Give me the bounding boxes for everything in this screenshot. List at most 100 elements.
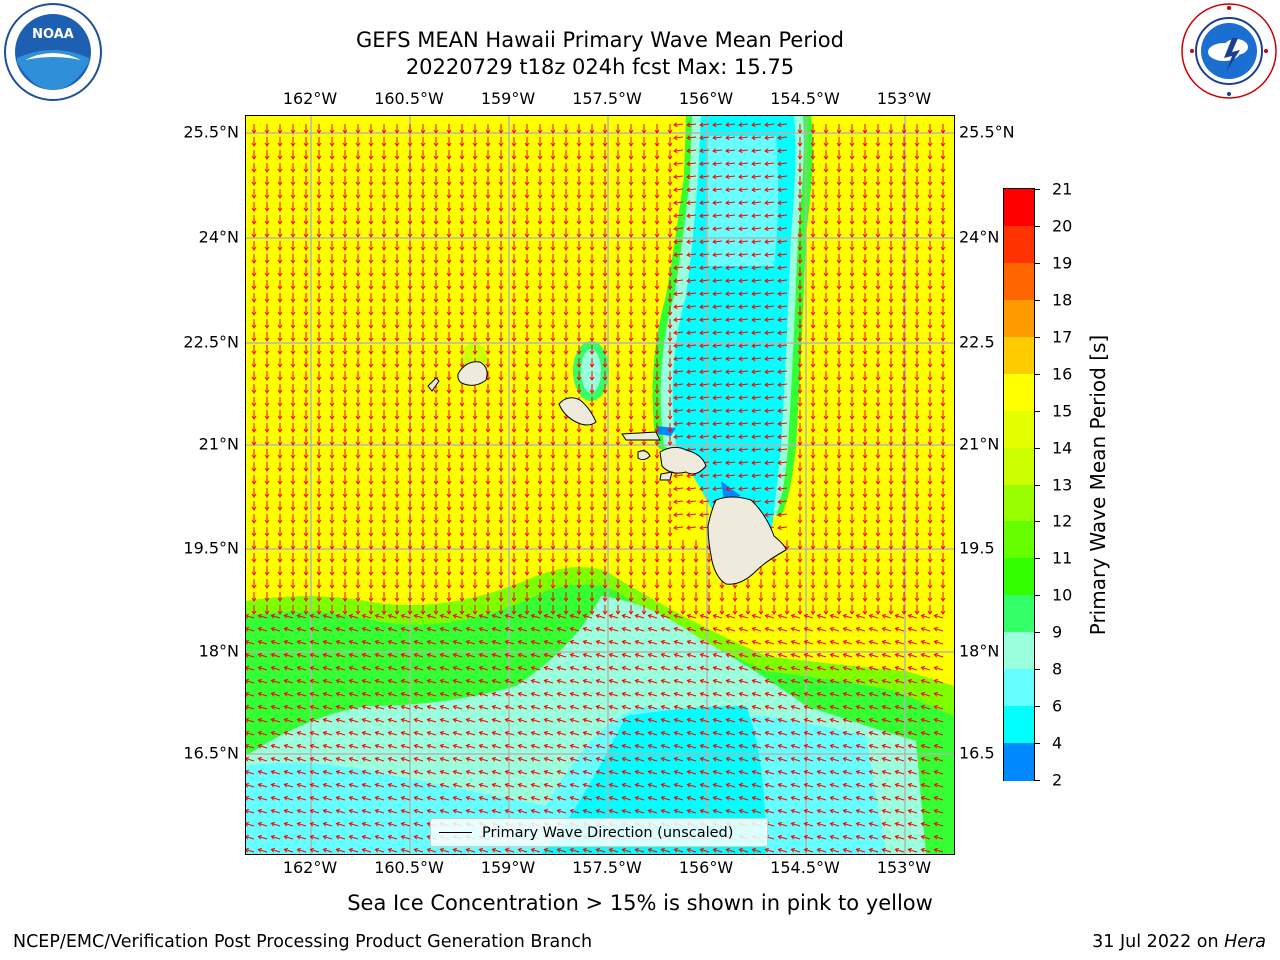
wave-direction-arrow	[246, 756, 255, 762]
wave-direction-arrow	[888, 449, 894, 459]
wave-direction-arrow	[569, 847, 580, 853]
wave-direction-arrow	[797, 449, 803, 459]
wave-direction-arrow	[394, 501, 400, 511]
wave-direction-arrow	[322, 808, 333, 814]
wave-direction-arrow	[940, 540, 946, 550]
wave-direction-arrow	[374, 821, 385, 827]
wave-direction-arrow	[654, 306, 660, 316]
wave-direction-arrow	[901, 410, 907, 420]
wave-direction-arrow	[654, 176, 660, 186]
wave-direction-arrow	[927, 267, 933, 277]
wave-direction-arrow	[511, 579, 517, 589]
lat-tick-right: 22.5	[959, 332, 995, 352]
wave-direction-arrow	[654, 579, 660, 589]
wave-direction-arrow	[563, 267, 569, 277]
wave-direction-arrow	[764, 717, 775, 723]
wave-direction-arrow	[901, 137, 907, 147]
wave-direction-arrow	[504, 847, 515, 853]
wave-direction-arrow	[355, 202, 361, 212]
wave-direction-arrow	[641, 397, 647, 407]
wave-direction-arrow	[277, 150, 283, 160]
wave-direction-arrow	[582, 652, 593, 658]
wave-direction-arrow	[303, 553, 309, 563]
period-band-6-8	[541, 706, 766, 854]
wave-direction-arrow	[316, 501, 322, 511]
wave-direction-arrow	[556, 743, 567, 749]
lon-tick-bottom: 162°W	[282, 858, 338, 877]
wave-direction-arrow	[667, 488, 673, 498]
wave-direction-arrow	[602, 202, 608, 212]
wave-direction-arrow	[738, 148, 749, 154]
wave-direction-arrow	[342, 410, 348, 420]
wave-direction-arrow	[465, 756, 476, 762]
wave-direction-arrow	[615, 475, 621, 485]
wave-direction-arrow	[296, 743, 307, 749]
map-canvas	[246, 116, 954, 854]
wave-direction-arrow	[400, 808, 411, 814]
wave-direction-arrow	[894, 691, 905, 697]
wave-direction-arrow	[498, 267, 504, 277]
wave-direction-arrow	[420, 358, 426, 368]
wave-direction-arrow	[641, 553, 647, 563]
wave-direction-arrow	[842, 769, 853, 775]
wave-direction-arrow	[374, 639, 385, 645]
wave-direction-arrow	[543, 769, 554, 775]
wave-direction-arrow	[641, 514, 647, 524]
colorbar-tick-mark	[1034, 780, 1040, 781]
wave-direction-arrow	[673, 200, 684, 206]
wave-direction-arrow	[264, 254, 270, 264]
wave-direction-arrow	[413, 782, 424, 788]
wave-direction-arrow	[277, 202, 283, 212]
wave-direction-arrow	[868, 717, 879, 723]
wave-direction-arrow	[257, 626, 268, 632]
wave-direction-arrow	[309, 847, 320, 853]
wave-direction-arrow	[738, 239, 749, 245]
wave-direction-arrow	[309, 769, 320, 775]
wave-direction-arrow	[595, 782, 606, 788]
wave-direction-arrow	[251, 566, 257, 576]
wave-direction-arrow	[654, 475, 660, 485]
colorbar-tick-label: 2	[1052, 770, 1063, 790]
wave-direction-arrow	[368, 592, 374, 602]
wave-direction-arrow	[251, 462, 257, 472]
wave-direction-arrow	[478, 704, 489, 710]
wave-direction-arrow	[764, 174, 775, 180]
wave-direction-arrow	[667, 527, 673, 537]
wave-direction-arrow	[537, 306, 543, 316]
wave-direction-arrow	[459, 397, 465, 407]
wave-direction-arrow	[914, 592, 920, 602]
wave-direction-arrow	[875, 202, 881, 212]
wave-direction-arrow	[842, 691, 853, 697]
wave-direction-arrow	[589, 449, 595, 459]
wave-direction-arrow	[790, 808, 801, 814]
wave-direction-arrow	[654, 449, 660, 459]
wave-direction-arrow	[335, 769, 346, 775]
wave-direction-arrow	[836, 345, 842, 355]
wave-direction-arrow	[654, 280, 660, 290]
wave-direction-arrow	[810, 306, 816, 316]
wave-direction-arrow	[647, 691, 658, 697]
wave-direction-arrow	[329, 410, 335, 420]
colorbar-tick-mark	[1034, 262, 1040, 264]
wave-direction-arrow	[875, 306, 881, 316]
wave-direction-arrow	[933, 782, 944, 788]
wave-direction-arrow	[647, 769, 658, 775]
wave-direction-arrow	[803, 704, 814, 710]
wave-direction-arrow	[485, 605, 491, 615]
wave-direction-arrow	[615, 254, 621, 264]
wave-direction-arrow	[764, 122, 775, 128]
wave-direction-arrow	[361, 613, 372, 619]
wave-direction-arrow	[348, 639, 359, 645]
wave-direction-arrow	[556, 626, 567, 632]
wave-direction-arrow	[914, 553, 920, 563]
wave-direction-arrow	[628, 566, 634, 576]
wave-direction-arrow	[530, 847, 541, 853]
wave-direction-arrow	[322, 821, 333, 827]
wave-direction-arrow	[849, 176, 855, 186]
wave-direction-arrow	[355, 137, 361, 147]
wave-direction-arrow	[387, 834, 398, 840]
wave-direction-arrow	[641, 241, 647, 251]
wave-direction-arrow	[394, 124, 400, 134]
lat-tick-left: 16.5°N	[183, 743, 239, 763]
wave-direction-arrow	[394, 189, 400, 199]
